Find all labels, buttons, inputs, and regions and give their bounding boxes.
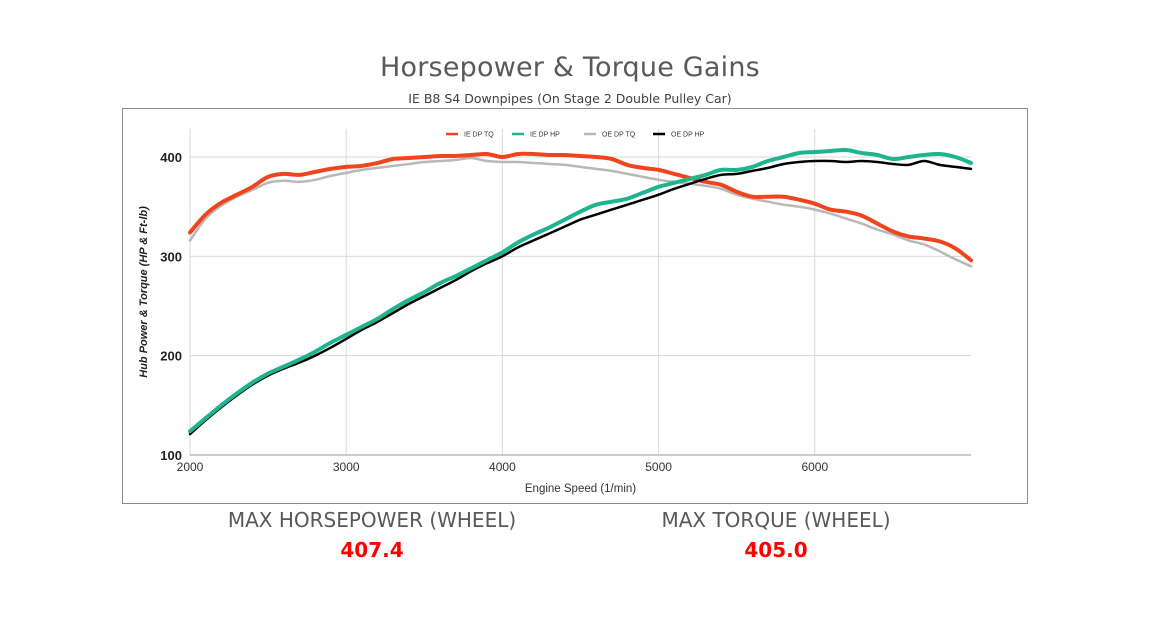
- x-tick-label: 3000: [333, 460, 360, 474]
- legend-label: IE DP TQ: [464, 132, 494, 139]
- x-tick-label: 6000: [801, 460, 828, 474]
- axes: 2000 3000 4000 5000 6000 100 200 300 400 Engine S…: [138, 150, 971, 495]
- line-chart: 2000 3000 4000 5000 6000 100 200 300 400 Engine S…: [138, 129, 973, 495]
- max-torque-label: MAX TORQUE (WHEEL): [661, 508, 891, 532]
- legend-label: OE DP HP: [671, 132, 705, 139]
- x-tick-label: 5000: [645, 460, 672, 474]
- chart-subtitle: IE B8 S4 Downpipes (On Stage 2 Double Pu…: [408, 91, 732, 106]
- legend-label: OE DP TQ: [602, 132, 636, 139]
- series-line-oe-dp-hp: [188, 159, 973, 436]
- y-tick-label: 300: [160, 249, 182, 264]
- x-axis-title: Engine Speed (1/min): [525, 483, 636, 495]
- legend-label: IE DP HP: [530, 132, 560, 139]
- series-line-oe-dp-tq: [188, 156, 973, 268]
- legend-item: OE DP HP: [653, 132, 705, 139]
- series-lines: [188, 147, 973, 436]
- x-tick-label: 4000: [489, 460, 516, 474]
- max-torque-value: 405.0: [744, 538, 808, 562]
- x-tick-label: 2000: [177, 460, 204, 474]
- chart-legend: IE DP TQ IE DP HP OE DP TQ OE DP HP: [446, 132, 705, 139]
- y-tick-label: 400: [160, 150, 182, 165]
- legend-item: OE DP TQ: [584, 132, 636, 139]
- max-horsepower-value: 407.4: [340, 538, 404, 562]
- grid-lines: [189, 129, 971, 456]
- legend-item: IE DP HP: [512, 132, 560, 139]
- y-tick-label: 200: [160, 349, 182, 364]
- series-line-ie-dp-hp: [188, 147, 973, 434]
- y-tick-label: 100: [160, 448, 182, 463]
- y-axis-title: Hub Power & Torque (HP & Ft-lb): [138, 206, 150, 378]
- series-line-ie-dp-tq: [188, 151, 973, 263]
- chart-frame: 2000 3000 4000 5000 6000 100 200 300 400 Engine S…: [122, 108, 1028, 504]
- max-horsepower-label: MAX HORSEPOWER (WHEEL): [227, 508, 517, 532]
- legend-item: IE DP TQ: [446, 132, 494, 139]
- chart-title: Horsepower & Torque Gains: [380, 52, 760, 83]
